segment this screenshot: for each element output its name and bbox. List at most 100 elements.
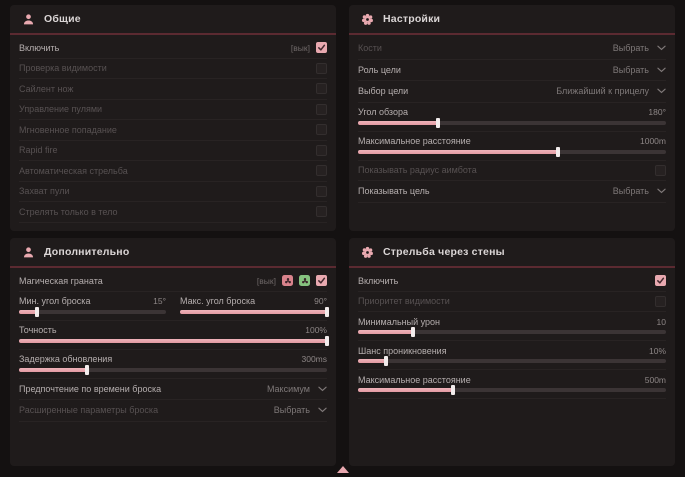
slider-label: Макс. угол броска (180, 296, 256, 306)
keybind-label[interactable]: [вык] (290, 42, 310, 53)
slider-handle[interactable] (383, 356, 388, 366)
slider-row: Задержка обновления 300ms (19, 350, 327, 379)
slider-fill (180, 309, 327, 314)
panel-header: Дополнительно (10, 238, 336, 266)
slider-fill (358, 359, 386, 363)
toggle-row: Управление пулями (19, 100, 327, 120)
flower-icon-red[interactable] (282, 275, 293, 287)
slider-track[interactable] (358, 117, 666, 128)
slider-label: Шанс проникновения (358, 345, 447, 356)
panel-settings: Настройки Кости Выбрать Роль цели Выбрать Выб… (349, 5, 675, 231)
checkbox[interactable] (316, 165, 327, 177)
dropdown[interactable]: Максимум (267, 384, 327, 394)
select-label: Кости (358, 43, 382, 54)
dropdown[interactable]: Ближайший к прицелу (556, 86, 666, 96)
toggle-row: Мгновенное попадание (19, 120, 327, 141)
slider-track[interactable] (358, 356, 666, 366)
toggle-label: Стрелять только в тело (19, 206, 118, 217)
checkbox[interactable] (316, 103, 327, 115)
slider-pair-row: Мин. угол броска 15° Макс. угол броска 90° (19, 292, 329, 321)
slider-track[interactable] (19, 335, 329, 346)
panel-body: Включить [вык] Проверка видимости Сайлент н… (10, 35, 336, 223)
slider-value: 100% (305, 325, 327, 335)
select-label: Роль цели (358, 64, 401, 75)
slider-handle[interactable] (34, 306, 39, 317)
dropdown[interactable]: Выбрать (613, 186, 666, 196)
dropdown[interactable]: Выбрать (613, 65, 666, 75)
panel-body: Кости Выбрать Роль цели Выбрать Выбор цели Бл… (349, 35, 675, 203)
checkbox[interactable] (316, 124, 327, 136)
toggle-label: Приоритет видимости (358, 296, 450, 307)
checkbox[interactable] (316, 42, 327, 54)
slider-handle[interactable] (556, 146, 561, 157)
slider-handle[interactable] (325, 335, 329, 346)
flower-icon-green[interactable] (299, 275, 310, 287)
checkbox[interactable] (655, 295, 666, 307)
dropdown-value: Выбрать (612, 64, 649, 75)
slider-row: Максимальное расстояние 1000m (358, 132, 666, 161)
panel-body: Магическая граната [вык] Мин. угол броска 1… (10, 268, 336, 422)
checkbox[interactable] (316, 206, 327, 218)
checkbox[interactable] (316, 83, 327, 95)
checkbox[interactable] (655, 164, 666, 176)
toggle-row: Приоритет видимости (358, 292, 666, 312)
dropdown[interactable]: Выбрать (613, 43, 666, 53)
checkbox[interactable] (316, 185, 327, 197)
toggle-label: Захват пули (19, 186, 70, 197)
slider-track[interactable] (358, 146, 666, 157)
checkbox[interactable] (316, 275, 327, 287)
slider-value: 10% (648, 345, 666, 356)
slider-unit: Макс. угол броска 90° (180, 295, 329, 317)
slider-handle[interactable] (451, 385, 456, 395)
panel-walls: Стрельба через стены Включить Приоритет ви… (349, 238, 675, 466)
slider-fill (358, 120, 439, 125)
panel-header: Общие (10, 5, 336, 33)
toggle-label: Включить (19, 42, 60, 53)
users-icon (22, 246, 35, 259)
slider-handle[interactable] (436, 117, 441, 128)
select-row: Выбор цели Ближайший к прицелу (358, 81, 666, 103)
toggle-label: Rapid fire (19, 145, 58, 156)
panel-title: Стрельба через стены (383, 246, 505, 258)
select-label: Расширенные параметры броска (19, 405, 159, 416)
toggle-label: Проверка видимости (19, 63, 107, 74)
slider-value: 1000m (640, 136, 666, 146)
dropdown[interactable]: Выбрать (274, 405, 327, 415)
checkbox[interactable] (316, 144, 327, 156)
slider-handle[interactable] (84, 364, 89, 375)
keybind-label[interactable]: [вык] (256, 275, 276, 286)
slider-label: Точность (19, 325, 57, 335)
slider-track[interactable] (19, 306, 166, 317)
toggle-label: Автоматическая стрельба (19, 165, 128, 176)
checkbox[interactable] (316, 62, 327, 74)
chevron-down-icon (657, 88, 666, 94)
slider-fill (358, 330, 414, 334)
slider-label: Угол обзора (358, 107, 408, 117)
panel-divider (349, 33, 675, 35)
panel-divider (10, 266, 336, 268)
panel-divider (349, 266, 675, 268)
slider-track[interactable] (358, 385, 666, 395)
checkbox[interactable] (655, 275, 666, 287)
panel-body: Включить Приоритет видимости Минимальный у… (349, 268, 675, 399)
slider-handle[interactable] (411, 327, 416, 337)
slider-handle[interactable] (325, 306, 329, 317)
slider-track[interactable] (180, 306, 329, 317)
slider-fill (358, 149, 559, 154)
toggle-row: Rapid fire (19, 141, 327, 161)
select-row: Кости Выбрать (358, 38, 666, 60)
slider-track[interactable] (19, 364, 327, 375)
toggle-row: Магическая граната [вык] (19, 271, 327, 292)
users-icon (22, 13, 35, 26)
chevron-down-icon (657, 67, 666, 73)
toggle-row: Захват пули (19, 182, 327, 202)
panel-header: Настройки (349, 5, 675, 33)
toggle-row: Автоматическая стрельба (19, 161, 327, 182)
panel-general: Общие Включить [вык] Проверка видимости Сайл… (10, 5, 336, 231)
chevron-down-icon (318, 386, 327, 392)
dropdown-value: Выбрать (612, 186, 649, 197)
toggle-row: Стрелять только в тело (19, 202, 327, 223)
slider-track[interactable] (358, 327, 666, 337)
scroll-up-indicator[interactable] (337, 466, 349, 473)
chevron-down-icon (657, 45, 666, 51)
